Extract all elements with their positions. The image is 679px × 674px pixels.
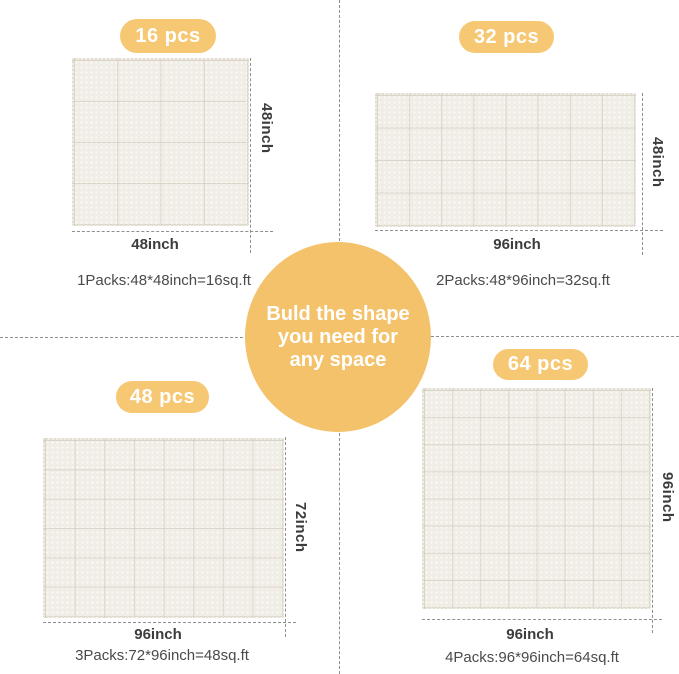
pack-count-badge-48pcs: 48 pcs (116, 381, 209, 413)
pack-count-badge-64pcs: 64 pcs (493, 349, 588, 380)
height-dimension-line-64pcs (652, 388, 653, 633)
width-dimension-line-48pcs (43, 622, 296, 623)
center-callout-circle: Buld the shape you need for any space (245, 242, 431, 432)
width-dimension-line-32pcs (375, 230, 663, 231)
width-dimension-label-64pcs: 96inch (506, 626, 554, 643)
height-dimension-label-16pcs: 48inch (258, 103, 275, 154)
foam-mat-64pcs (422, 388, 651, 609)
width-dimension-line-16pcs (72, 231, 273, 232)
height-dimension-line-16pcs (250, 58, 251, 253)
pack-caption-16pcs: 1Packs:48*48inch=16sq.ft (77, 272, 251, 289)
foam-mat-32pcs (375, 93, 636, 227)
quadrant-divider-horizontal-right (431, 336, 679, 337)
center-callout-line-1: Buld the shape (266, 302, 410, 325)
foam-mat-48pcs (43, 438, 284, 618)
quadrant-divider-vertical-bottom (339, 433, 340, 674)
pack-count-badge-16pcs: 16 pcs (120, 19, 216, 53)
pack-caption-64pcs: 4Packs:96*96inch=64sq.ft (445, 649, 619, 666)
width-dimension-line-64pcs (422, 619, 662, 620)
height-dimension-label-48pcs: 72inch (292, 502, 309, 553)
quadrant-divider-vertical-top (339, 0, 340, 241)
quadrant-divider-horizontal-left (0, 337, 248, 338)
height-dimension-line-48pcs (285, 437, 286, 637)
center-callout-line-3: any space (289, 348, 387, 371)
pack-caption-48pcs: 3Packs:72*96inch=48sq.ft (75, 647, 249, 664)
height-dimension-label-32pcs: 48inch (649, 137, 666, 188)
center-callout-line-2: you need for (277, 325, 398, 348)
height-dimension-label-64pcs: 96inch (659, 472, 676, 523)
width-dimension-label-16pcs: 48inch (131, 236, 179, 253)
pack-count-badge-32pcs: 32 pcs (459, 21, 554, 53)
foam-mat-16pcs (72, 58, 249, 226)
width-dimension-label-48pcs: 96inch (134, 626, 182, 643)
height-dimension-line-32pcs (642, 93, 643, 255)
pack-caption-32pcs: 2Packs:48*96inch=32sq.ft (436, 272, 610, 289)
width-dimension-label-32pcs: 96inch (493, 236, 541, 253)
